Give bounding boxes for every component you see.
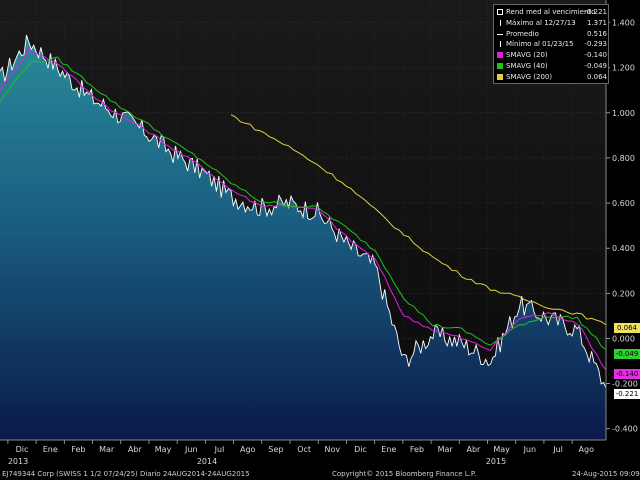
legend-label: Rend med al vencimiento [506,8,596,16]
x-tick-label: Dic [16,445,29,454]
x-tick-label: Dic [354,445,367,454]
y-tick-label: 0.600 [612,199,635,208]
x-tick-label: May [493,445,510,454]
y-tick-label: 1.200 [612,64,635,73]
legend-marker [497,63,503,69]
x-tick-label: Jul [214,445,225,454]
legend-entry: SMAVG (200) 0.064 [494,72,610,82]
legend-label: SMAVG (20) [506,51,548,60]
x-tick-label: Jun [184,445,198,454]
legend-label: Mínimo al 01/23/15 [506,40,574,49]
series-line [0,47,607,371]
last-value-tag: -0.221 [614,389,640,399]
y-tick-label: 0.800 [612,154,635,163]
x-year-label: 2014 [197,457,217,466]
last-value-tag: -0.049 [614,349,640,359]
legend-label: SMAVG (40) [506,62,548,70]
x-tick-label: Oct [297,445,311,454]
x-tick-label: Mar [438,445,454,454]
y-tick-label: 1.000 [612,109,635,118]
x-tick-label: Jul [552,445,563,454]
legend-marker [500,19,501,26]
x-tick-label: Nov [325,445,341,454]
legend-entry: Rend med al vencimiento -0.221 [494,7,610,17]
legend-marker [497,73,503,80]
y-tick-label: 0.200 [612,289,635,298]
footer-copyright: Copyright© 2015 Bloomberg Finance L.P. [332,470,477,478]
x-tick-label: Ago [579,445,595,454]
legend-entry: Promedio 0.516 [494,29,610,39]
x-tick-label: Ago [240,445,256,454]
x-tick-label: Mar [99,445,115,454]
yield-area-fill [0,35,606,440]
legend-marker [497,33,503,35]
legend-value: -0.221 [584,8,607,16]
x-tick-label: Abr [128,445,143,454]
x-tick-label: Ene [43,445,58,454]
legend-value: -0.293 [584,40,607,49]
legend-label: SMAVG (200) [506,72,553,81]
y-axis: 1.400 1.200 1.000 0.800 0.600 0.400 0.200 0.000… [605,0,638,440]
legend-marker [497,9,503,15]
legend: Rend med al vencimiento -0.221 Máximo al 1… [493,4,609,84]
x-year-label: 2013 [8,457,28,466]
y-tick-label: 0.400 [612,244,635,253]
x-tick-label: Feb [410,445,424,454]
x-tick-label: Feb [71,445,85,454]
y-tick-label: 0.000 [612,334,635,343]
yield-area [0,35,606,440]
series-line [230,114,607,326]
footer-timestamp: 24-Aug-2015 09:09:05 [572,470,640,478]
legend-value: -0.140 [584,51,607,60]
legend-label: Máximo al 12/27/13 [506,18,576,27]
x-tick-label: Sep [268,445,283,454]
series-lines [0,34,607,389]
footer-security: EJ749344 Corp (SWISS 1 1/2 07/24/25) Dia… [2,470,250,478]
x-tick-label: May [155,445,172,454]
legend-entry: SMAVG (20) -0.140 [494,50,610,60]
series-line [0,56,607,351]
legend-marker [497,52,503,59]
y-tick-label: -0.200 [612,380,638,389]
x-tick-label: Abr [466,445,481,454]
x-axis: Dic Ene Feb Mar Abr May Jun Jul Ago Sep Oct Nov Dic E… [0,439,606,466]
legend-entry: Mínimo al 01/23/15 -0.293 [494,39,610,49]
legend-value: 0.516 [586,29,607,38]
legend-label: Promedio [506,29,539,38]
last-value-tag: 0.064 [614,323,640,333]
legend-entry: Máximo al 12/27/13 1.371 [494,18,610,28]
legend-marker [500,41,501,48]
legend-value: -0.049 [584,62,607,70]
x-tick-label: Ene [381,445,396,454]
last-value-tag: -0.140 [614,369,640,379]
y-tick-label: 1.400 [612,19,635,28]
x-year-label: 2015 [486,457,506,466]
legend-value: 1.371 [586,18,607,27]
legend-entry: SMAVG (40) -0.049 [494,61,610,71]
y-tick-label: -0.400 [612,425,638,434]
x-tick-label: Jun [523,445,537,454]
legend-value: 0.064 [586,72,607,81]
